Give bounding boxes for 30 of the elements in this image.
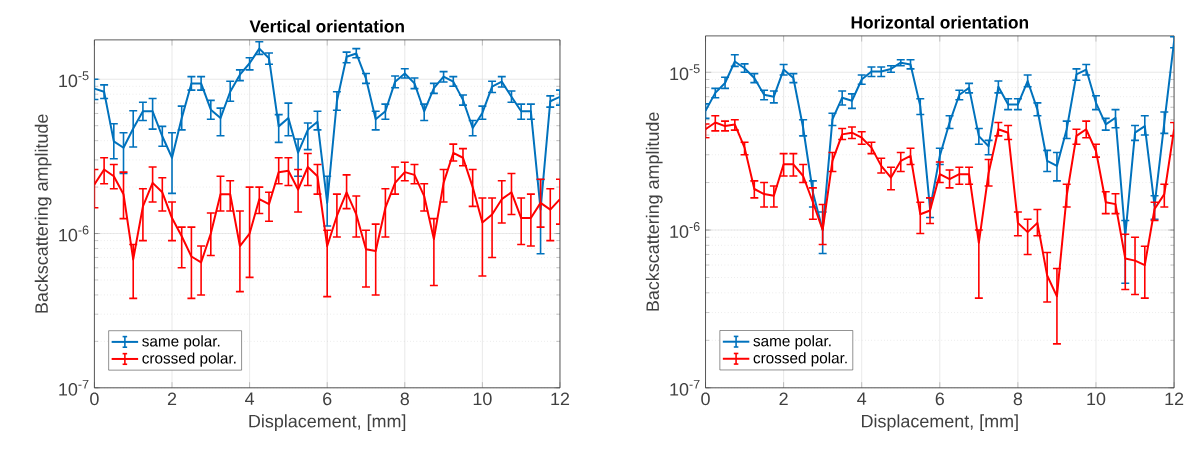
x-tick-label: 2 xyxy=(779,392,788,406)
y-tick-label: 10$^{-6}$ xyxy=(670,222,700,239)
x-tick-label: 10 xyxy=(1087,392,1106,406)
y-tick-label: 10$^{-5}$ xyxy=(59,71,89,88)
legend-label: same polar. xyxy=(142,335,220,350)
x-axis-title: Displacement, [mm] xyxy=(862,414,1018,432)
chart-title: Horizontal orientation xyxy=(851,16,1028,29)
x-tick-label: 2 xyxy=(167,392,177,406)
x-tick-label: 6 xyxy=(323,392,332,406)
x-tick-label: 12 xyxy=(1165,392,1184,406)
y-tick-label: 10$^{-6}$ xyxy=(59,225,89,242)
y-axis-title: Backscattering amplitude xyxy=(645,112,663,311)
x-tick-label: 4 xyxy=(245,392,255,406)
legend-label: same polar. xyxy=(753,335,831,350)
legend-label: crossed polar. xyxy=(142,352,236,367)
y-axis-title: Backscattering amplitude xyxy=(34,114,52,313)
y-tick-label: 10$^{-7}$ xyxy=(59,380,89,396)
x-tick-label: 10 xyxy=(473,392,492,406)
x-tick-label: 12 xyxy=(551,392,570,406)
y-tick-label: 10$^{-5}$ xyxy=(670,64,700,81)
x-tick-label: 0 xyxy=(701,392,710,406)
x-tick-label: 0 xyxy=(90,392,99,406)
x-tick-label: 4 xyxy=(857,392,867,406)
x-tick-label: 8 xyxy=(400,392,409,406)
x-axis-title: Displacement, [mm] xyxy=(249,414,406,432)
y-tick-label: 10$^{-7}$ xyxy=(670,380,700,396)
x-tick-label: 6 xyxy=(935,392,944,406)
x-tick-label: 8 xyxy=(1013,392,1023,406)
legend-label: crossed polar. xyxy=(753,352,847,367)
chart-title: Vertical orientation xyxy=(249,20,404,33)
